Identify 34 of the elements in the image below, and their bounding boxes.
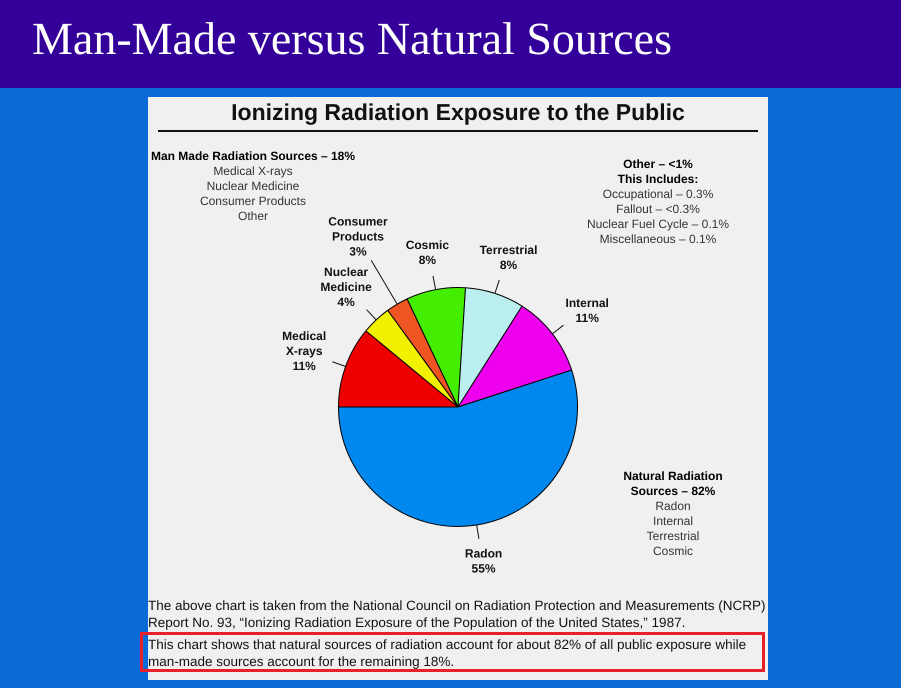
text: Cosmic bbox=[652, 544, 694, 559]
text: Consumer Products bbox=[198, 194, 308, 209]
text: Internal bbox=[652, 514, 694, 529]
data-label: 8% bbox=[500, 258, 518, 272]
slice-label: Radon bbox=[464, 546, 502, 560]
data-label: 8% bbox=[418, 253, 436, 268]
text: Man Made Radiation Sources – 18% bbox=[150, 149, 356, 164]
data-label: 11% bbox=[292, 358, 316, 373]
slice-label: Cosmic bbox=[406, 238, 450, 252]
text: The above chart is taken from the National Council on Radiation Protection and Measurements (NCRP) Report No. 93, “Ionizing Radiation Exposure of the Population of the United States,” 1987. bbox=[148, 597, 767, 631]
slice-label: Internal bbox=[566, 296, 609, 310]
data-label: 11% bbox=[576, 310, 600, 325]
slice-label: Terrestrial bbox=[480, 242, 538, 257]
slice-label: Medical X-rays bbox=[282, 328, 326, 358]
text: Other bbox=[238, 209, 268, 223]
slice-label: Consumer Products bbox=[328, 214, 388, 244]
slice-label: Nuclear Medicine bbox=[320, 264, 372, 294]
text: Occupational – 0.3% bbox=[602, 187, 714, 202]
chart-title: Man-Made versus Natural Sources bbox=[32, 12, 672, 65]
chart-subtitle: Ionizing Radiation Exposure to the Public bbox=[230, 99, 686, 126]
text: Nuclear Fuel Cycle – 0.1% bbox=[586, 217, 730, 232]
data-label: 3% bbox=[349, 244, 367, 259]
data-label: 4% bbox=[337, 294, 356, 309]
text: This Includes: bbox=[616, 172, 700, 187]
text: This chart shows that natural sources of radiation account for about 82% of all public exposure while man-made sources account for the remaining 18%. bbox=[148, 636, 748, 670]
text: Fallout – <0.3% bbox=[615, 202, 701, 217]
text: Terrestrial bbox=[646, 529, 700, 544]
text: Medical X-rays bbox=[212, 164, 294, 179]
text: Radon bbox=[654, 499, 692, 514]
data-label: 55% bbox=[472, 561, 496, 576]
text: Miscellaneous – 0.1% bbox=[598, 232, 718, 247]
text: Nuclear Medicine bbox=[206, 179, 300, 194]
text: Other – <1% bbox=[622, 157, 694, 172]
text: Natural Radiation Sources – 82% bbox=[622, 469, 724, 499]
